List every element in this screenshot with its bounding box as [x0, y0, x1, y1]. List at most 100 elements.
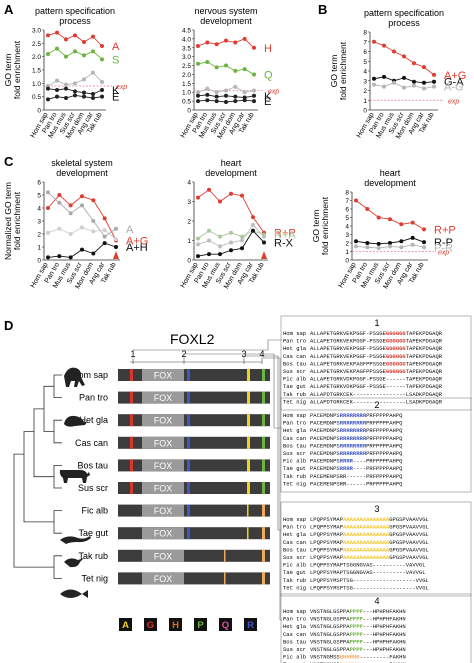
phylogenetic-tree	[13, 374, 62, 579]
y-tick-label: 5	[345, 215, 349, 222]
data-point	[392, 49, 396, 54]
alignment-sequence: LPQPPSYMSPTSG-------------------VVGL	[310, 584, 429, 591]
tree-branch	[43, 385, 54, 432]
data-point	[252, 72, 256, 77]
exp-label: exp	[438, 250, 449, 257]
alignment-species: Fic alb	[283, 562, 306, 569]
data-point	[80, 194, 84, 199]
data-point	[354, 244, 358, 249]
alignment-species: Tak rub	[283, 473, 306, 480]
repeat-marker	[247, 391, 250, 404]
alignment-species: Tae gut	[283, 569, 306, 576]
series-label: K	[112, 85, 120, 97]
series-label: R+P	[434, 224, 456, 236]
repeat-marker	[224, 549, 226, 562]
y-tick-label: 0	[187, 258, 191, 265]
data-point	[91, 219, 96, 223]
species-label: Het gla	[79, 415, 108, 425]
y-tick-label: 6	[345, 207, 349, 214]
alignment-sequence: VNSTNGLGSPPAPPPP---HPHPHFAKHN	[310, 646, 406, 653]
data-point	[205, 40, 210, 45]
data-point	[229, 248, 233, 253]
data-point	[73, 33, 77, 38]
data-point	[196, 242, 200, 247]
fox-domain	[142, 391, 184, 404]
data-point	[91, 70, 95, 75]
repeat-marker	[247, 436, 250, 449]
alignment-species: Tet nig	[283, 398, 306, 405]
data-point	[46, 190, 50, 195]
data-point	[224, 93, 228, 98]
data-point	[100, 94, 104, 99]
data-point	[64, 96, 68, 100]
data-point	[252, 93, 256, 98]
alignment-sequence: ALLAPETGRKVEKPGGF-PSSGEGGGGGGTAPEKPDGAQR	[310, 345, 443, 352]
alignment-sequence: ALLAPETGRKVDKPGGF-PSSGE------TAPEKPDGAQR	[310, 376, 443, 383]
data-point	[399, 245, 404, 250]
y-tick-label: 3	[363, 78, 367, 85]
fox-domain-label: FOX	[154, 416, 173, 426]
data-point	[91, 92, 95, 96]
species-label: Tak rub	[78, 551, 108, 561]
fox-domain	[142, 527, 184, 540]
repeat-marker	[262, 572, 265, 585]
repeat-marker	[130, 369, 133, 381]
series-label: E	[112, 92, 119, 104]
gene-row: FOX Bos tau	[77, 459, 270, 472]
foxl2-title: FOXL2	[170, 331, 215, 347]
alignment-sequence: VNSTNGMSSHHHHHH---------FAKHN	[310, 661, 406, 663]
data-point	[392, 80, 396, 85]
y-axis-label: fold enrichment	[320, 196, 330, 255]
data-point	[205, 86, 210, 91]
data-point	[251, 222, 255, 227]
repeat-marker	[187, 459, 190, 472]
data-point	[382, 43, 386, 48]
repeat-marker	[262, 414, 265, 427]
alignment-sequence: ALLAPETGRKVDKPGGF-PSSGE------TAPEKPDGAQR	[310, 383, 443, 390]
y-tick-label: 3.0	[32, 28, 41, 35]
series-label: A-G	[444, 82, 464, 94]
series-label: A+H	[126, 242, 148, 254]
alignment-sequence: VNSTNGLGSPPAPPPP---HPHPHFAKHN	[310, 616, 406, 623]
chart-title: skeletal system	[51, 158, 113, 168]
data-point	[382, 84, 386, 89]
chart-title: development	[56, 168, 108, 178]
species-label: Tae gut	[78, 528, 108, 538]
data-point	[224, 88, 228, 93]
data-point	[422, 86, 426, 91]
chart-title: heart	[380, 168, 401, 178]
alignment-sequence: LPQPPSYMAPTSGGNGVAS----------VAVVGL	[310, 569, 426, 576]
fox-domain-label: FOX	[154, 574, 173, 584]
y-axis-label: GO term	[329, 55, 339, 88]
alignment-sequence: LPQPPSYMAPAAAAAAAAAAAAAAGPGSPVAAVVGL	[310, 524, 429, 531]
data-point	[82, 53, 86, 58]
repeat-marker	[224, 572, 226, 585]
chart-title: development	[200, 16, 252, 26]
fox-domain-label: FOX	[154, 484, 173, 494]
data-point	[233, 40, 238, 45]
alignment-sequence: LPQPPSYMAPAAAAAAAAAAAAAAGPGSPVAAVVGL	[310, 546, 429, 553]
animal-icons	[59, 367, 91, 598]
data-point	[46, 52, 50, 56]
alignment-species: Het gla	[283, 345, 307, 352]
y-tick-label: 2.0	[182, 72, 191, 79]
alignment-sequence: VNSTNGLGSPPAPPPP---HPHPHFAKHN	[310, 608, 406, 615]
data-point	[229, 230, 233, 235]
data-point	[196, 236, 200, 241]
alignment-sequence: ALLAPETGRKVEKPGGF-PSSGEGGGGGGTAPEKPDGAQR	[310, 353, 443, 360]
alignment-species: Pan tro	[283, 616, 306, 623]
data-point	[412, 79, 416, 84]
data-point	[399, 222, 404, 227]
repeat-marker	[262, 527, 265, 540]
y-tick-label: 4	[345, 224, 349, 231]
data-point	[388, 241, 392, 245]
alignment-sequence: VNSTNGLGSPPAPPPP---HPHPHFAKHN	[310, 638, 406, 645]
alignment-sequence: VNSTNGMSSHHHHHH---------FAKHN	[310, 654, 406, 661]
legend-swatch	[194, 618, 207, 631]
fox-domain	[142, 414, 184, 427]
alignment-sequence: PACEMDNPSRRRRRRRRPRFPPPPAHPQ	[310, 442, 403, 449]
alignment-connector	[261, 357, 282, 621]
data-point	[432, 84, 436, 89]
data-point	[73, 81, 77, 86]
